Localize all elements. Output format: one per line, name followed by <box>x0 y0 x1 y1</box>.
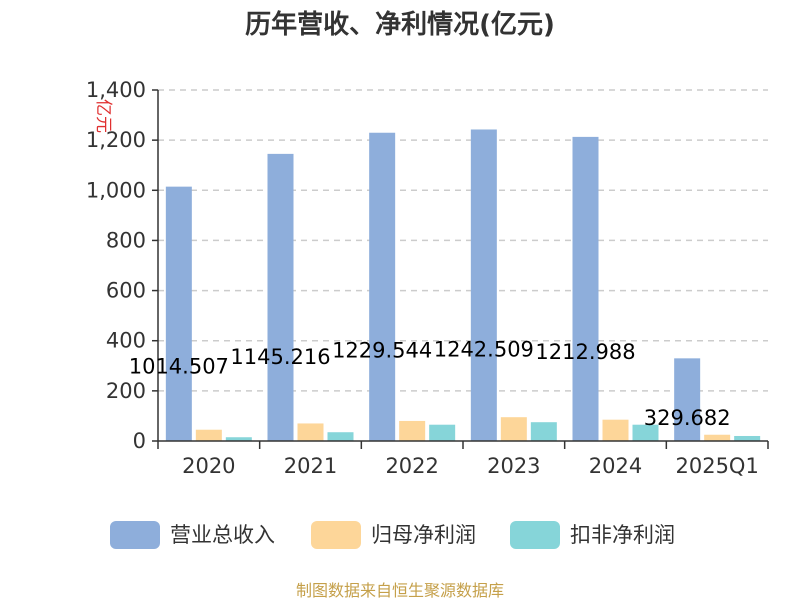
legend-swatch <box>510 521 560 549</box>
y-tick-label: 1,400 <box>86 78 146 102</box>
legend-swatch <box>110 521 160 549</box>
bar <box>399 420 426 441</box>
x-tick-label: 2025Q1 <box>675 454 758 478</box>
bar <box>369 132 396 441</box>
bar <box>267 153 294 441</box>
x-tick-label: 2022 <box>385 454 438 478</box>
bar <box>674 358 701 441</box>
bar <box>500 417 527 441</box>
data-label: 1229.544 <box>332 339 432 363</box>
x-tick-label: 2024 <box>589 454 642 478</box>
y-tick-label: 200 <box>106 379 146 403</box>
bar <box>602 419 629 441</box>
bar <box>572 136 599 441</box>
axes <box>152 89 769 449</box>
bar <box>297 423 324 441</box>
data-labels: 1014.507 1145.216 1229.544 1242.509 1212.988… <box>129 338 731 431</box>
x-tick-label: 2021 <box>284 454 337 478</box>
legend-label: 归母净利润 <box>371 523 476 547</box>
bar <box>632 424 659 441</box>
x-tick-label: 2020 <box>182 454 235 478</box>
bar <box>704 434 731 441</box>
bar <box>734 435 761 441</box>
x-tick-label: 2023 <box>487 454 540 478</box>
bar <box>470 129 497 442</box>
data-label: 1014.507 <box>129 355 229 379</box>
x-tick-labels: 2020 2021 2022 2023 2024 2025Q1 <box>182 454 759 478</box>
y-tick-label: 1,000 <box>86 178 146 202</box>
y-tick-label: 1,200 <box>86 128 146 152</box>
bars <box>165 129 761 442</box>
bar <box>195 429 222 441</box>
y-tick-label: 800 <box>106 228 146 252</box>
y-tick-label: 0 <box>133 429 146 453</box>
legend: 营业总收入 归母净利润 扣非净利润 <box>110 521 675 549</box>
data-label: 1145.216 <box>230 345 330 369</box>
y-tick-label: 600 <box>106 279 146 303</box>
y-tick-labels: 0 200 400 600 800 1,000 1,200 1,400 <box>86 78 146 453</box>
bar <box>429 424 456 441</box>
source-note: 制图数据来自恒生聚源数据库 <box>296 581 504 600</box>
legend-label: 扣非净利润 <box>570 523 675 547</box>
data-label: 1212.988 <box>535 340 635 364</box>
y-tick-label: 400 <box>106 329 146 353</box>
data-label: 329.682 <box>644 406 731 430</box>
gridlines <box>158 89 768 392</box>
bar <box>530 422 557 441</box>
legend-label: 营业总收入 <box>170 523 275 547</box>
chart-title: 历年营收、净利情况(亿元) <box>245 9 555 40</box>
bar <box>165 186 192 441</box>
bar <box>327 432 354 441</box>
legend-swatch <box>311 521 361 549</box>
y-axis-unit: 亿元 <box>93 99 113 133</box>
data-label: 1242.509 <box>434 338 534 362</box>
bar <box>225 437 252 441</box>
